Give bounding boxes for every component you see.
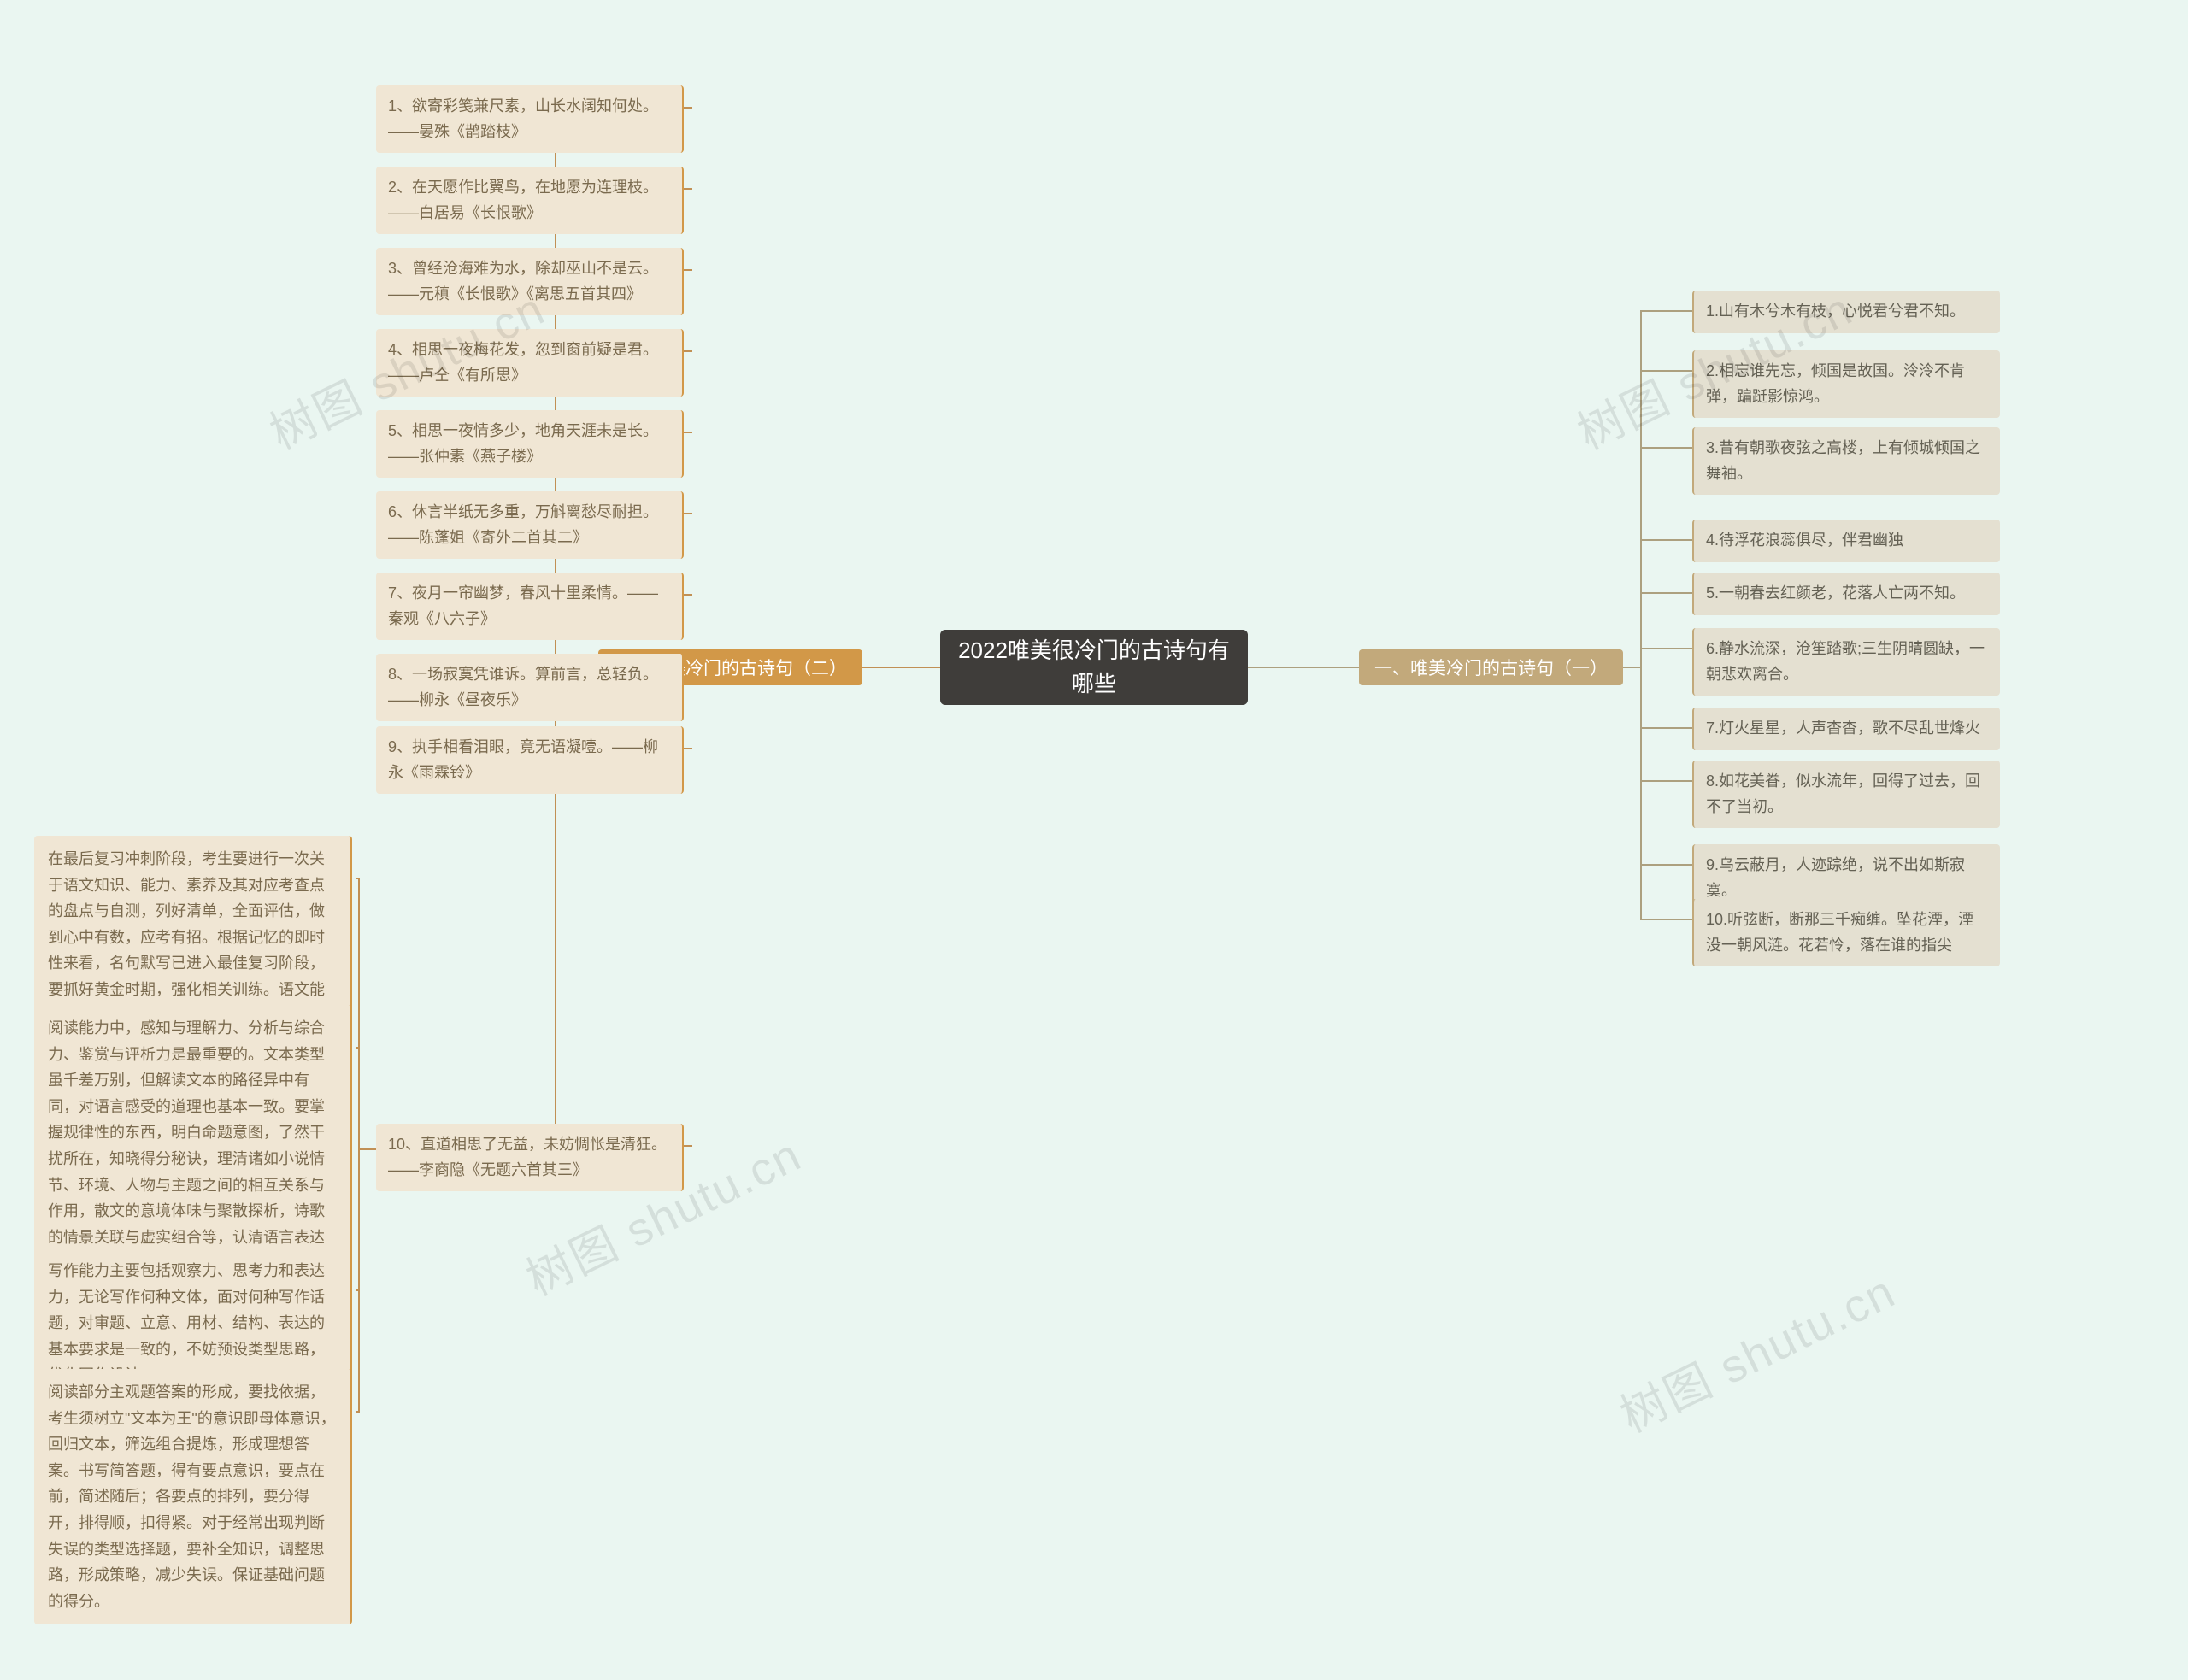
left-leaf[interactable]: 10、直道相思了无益，未妨惆怅是清狂。——李商隐《无题六首其三》 xyxy=(376,1124,684,1191)
left-leaf[interactable]: 5、相思一夜情多少，地角天涯未是长。——张仲素《燕子楼》 xyxy=(376,410,684,478)
left-leaf[interactable]: 7、夜月一帘幽梦，春风十里柔情。——秦观《八六子》 xyxy=(376,573,684,640)
right-leaf[interactable]: 3.昔有朝歌夜弦之高楼，上有倾城倾国之舞袖。 xyxy=(1692,427,2000,495)
right-leaf[interactable]: 10.听弦断，断那三千痴缠。坠花湮，湮没一朝风涟。花若怜，落在谁的指尖 xyxy=(1692,899,2000,966)
watermark: 树图 shutu.cn xyxy=(1607,1254,1904,1445)
left-leaf[interactable]: 4、相思一夜梅花发，忽到窗前疑是君。——卢仝《有所思》 xyxy=(376,329,684,397)
center-title: 2022唯美很冷门的古诗句有哪些 xyxy=(956,634,1232,701)
right-leaf[interactable]: 4.待浮花浪蕊俱尽，伴君幽独 xyxy=(1692,520,2000,562)
right-leaf[interactable]: 2.相忘谁先忘，倾国是故国。泠泠不肯弹，蹁跹影惊鸿。 xyxy=(1692,350,2000,418)
left-leaf[interactable]: 8、一场寂寞凭谁诉。算前言，总轻负。——柳永《昼夜乐》 xyxy=(376,654,684,721)
left-leaf[interactable]: 1、欲寄彩笺兼尺素，山长水阔知何处。——晏殊《鹊踏枝》 xyxy=(376,85,684,153)
branch-right-label: 一、唯美冷门的古诗句（一） xyxy=(1374,655,1608,680)
left-leaf[interactable]: 2、在天愿作比翼鸟，在地愿为连理枝。——白居易《长恨歌》 xyxy=(376,167,684,234)
branch-right[interactable]: 一、唯美冷门的古诗句（一） xyxy=(1359,649,1623,685)
left-subleaf[interactable]: 阅读部分主观题答案的形成，要找依据，考生须树立"文本为王"的意识即母体意识，回归… xyxy=(34,1369,352,1624)
right-leaf[interactable]: 7.灯火星星，人声杳杳，歌不尽乱世烽火 xyxy=(1692,708,2000,750)
left-leaf[interactable]: 9、执手相看泪眼，竟无语凝噎。——柳永《雨霖铃》 xyxy=(376,726,684,794)
right-leaf[interactable]: 6.静水流深，沧笙踏歌;三生阴晴圆缺，一朝悲欢离合。 xyxy=(1692,628,2000,696)
center-node[interactable]: 2022唯美很冷门的古诗句有哪些 xyxy=(940,630,1248,705)
left-leaf[interactable]: 3、曾经沧海难为水，除却巫山不是云。——元稹《长恨歌》《离思五首其四》 xyxy=(376,248,684,315)
right-leaf[interactable]: 8.如花美眷，似水流年，回得了过去，回不了当初。 xyxy=(1692,761,2000,828)
right-leaf[interactable]: 1.山有木兮木有枝，心悦君兮君不知。 xyxy=(1692,291,2000,333)
right-leaf[interactable]: 5.一朝春去红颜老，花落人亡两不知。 xyxy=(1692,573,2000,615)
mindmap-container: 2022唯美很冷门的古诗句有哪些 一、唯美冷门的古诗句（一） 二、唯美冷门的古诗… xyxy=(0,0,2188,1680)
left-leaf[interactable]: 6、休言半纸无多重，万斛离愁尽耐担。——陈蓬姐《寄外二首其二》 xyxy=(376,491,684,559)
